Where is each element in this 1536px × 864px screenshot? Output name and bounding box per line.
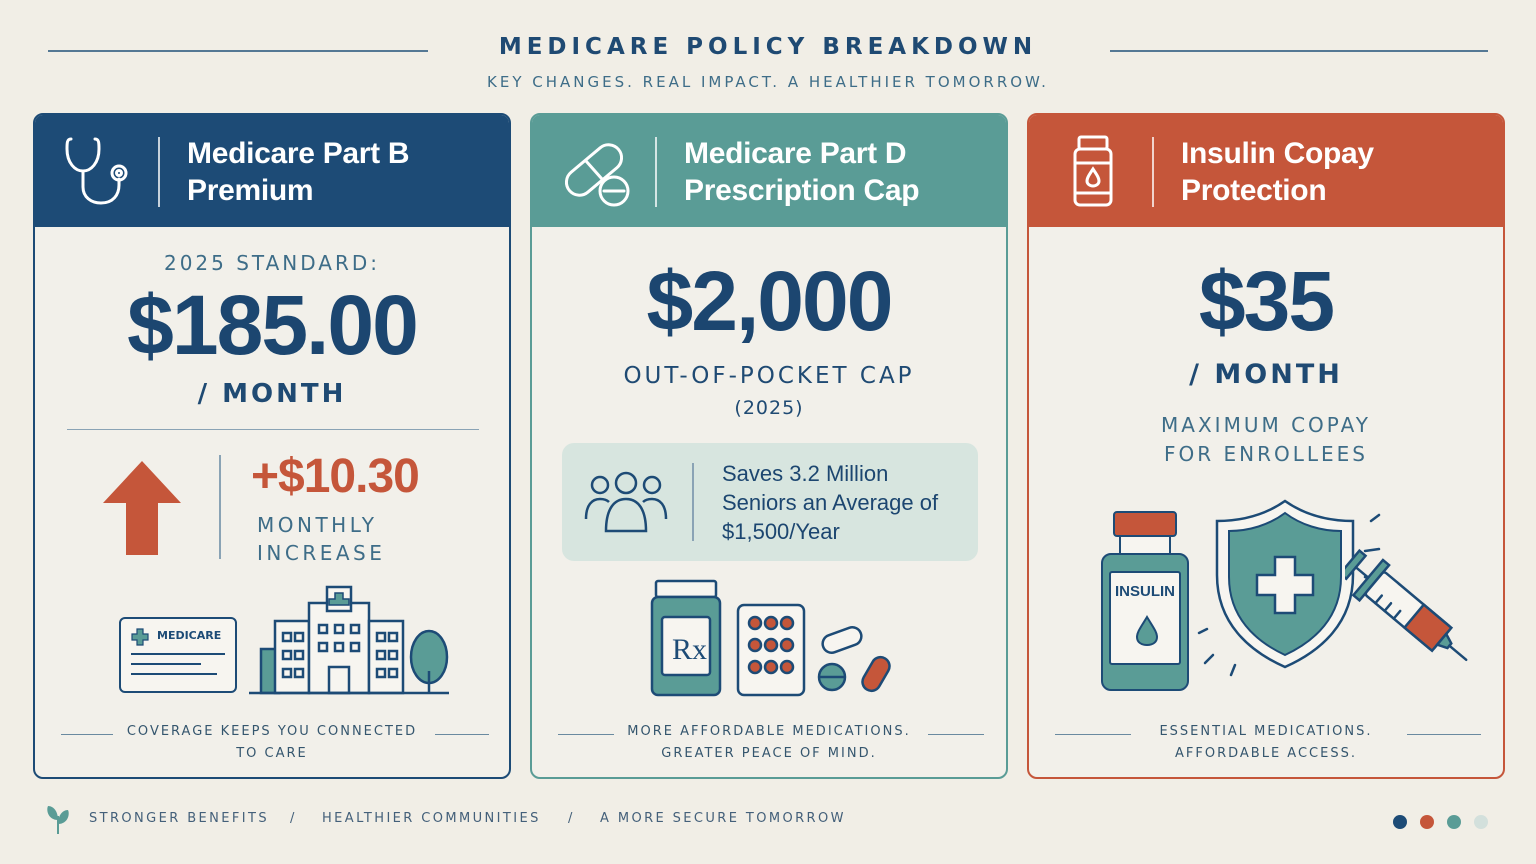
change-divider: [219, 455, 221, 559]
part-d-cap-value: $2,000: [646, 254, 894, 348]
card-insulin-title: Insulin Copay Protection: [1181, 135, 1374, 209]
part-d-unit: OUT-OF-POCKET CAP: [623, 363, 915, 389]
section-divider: [67, 429, 479, 430]
card-title-line: Prescription Cap: [684, 174, 920, 207]
part-b-change-value: +$10.30: [251, 450, 420, 503]
part-b-change-label: MONTHLY INCREASE: [257, 511, 385, 567]
footer-item-communities: HEALTHIER COMMUNITIES: [322, 811, 541, 826]
card-title-line: Premium: [187, 174, 314, 207]
savings-text: Saves 3.2 Million Seniors an Average of …: [722, 459, 938, 546]
pagination-dot-teal: [1447, 815, 1461, 829]
stethoscope-icon: [65, 137, 128, 205]
footer-note-line: AFFORDABLE ACCESS.: [1175, 746, 1357, 761]
card-part-b: Medicare Part B Premium 2025 STANDARD: $…: [33, 113, 511, 779]
plus-icon: [131, 628, 149, 646]
card-line: [131, 673, 217, 675]
card-part-b-header: Medicare Part B Premium: [35, 115, 509, 227]
card-insulin-header: Insulin Copay Protection: [1029, 115, 1503, 227]
footer-rule-right: [928, 734, 984, 735]
shield-icon: [1215, 499, 1355, 669]
footer-separator: /: [568, 811, 575, 826]
insulin-bottle-illustration: INSULIN: [1099, 511, 1191, 693]
footer-rule-left: [1055, 734, 1131, 735]
card-line: [131, 653, 225, 655]
pagination-dot-navy: [1393, 815, 1407, 829]
hospital-icon: [249, 585, 449, 695]
part-d-footer-note: MORE AFFORDABLE MEDICATIONS. GREATER PEA…: [532, 721, 1006, 765]
medications-illustration: Rx: [650, 579, 891, 697]
card-part-b-title: Medicare Part B Premium: [187, 135, 410, 209]
droplet-icon: [1135, 615, 1159, 647]
header-rule-left: [48, 50, 428, 52]
people-group-icon: [584, 471, 668, 533]
description-line: FOR ENROLLEES: [1164, 442, 1368, 466]
header-divider: [655, 137, 657, 207]
medicine-bottle-icon: [1073, 135, 1113, 207]
pagination-dot-light: [1474, 815, 1488, 829]
card-title-line: Protection: [1181, 174, 1327, 207]
bottle-label: INSULIN: [1109, 571, 1181, 665]
syringe-icon: [1345, 548, 1468, 662]
callout-divider: [692, 463, 694, 541]
footer-note-line: GREATER PEACE OF MIND.: [661, 746, 877, 761]
savings-text-line: Seniors an Average of: [722, 490, 939, 515]
pagination-dot-orange: [1420, 815, 1434, 829]
footer-rule-right: [435, 734, 489, 735]
footer-rule-left: [61, 734, 113, 735]
page-subtitle: KEY CHANGES. REAL IMPACT. A HEALTHIER TO…: [487, 73, 1049, 91]
card-part-d-header: Medicare Part D Prescription Cap: [532, 115, 1006, 227]
header-divider: [1152, 137, 1154, 207]
footer-note-line: ESSENTIAL MEDICATIONS.: [1159, 724, 1373, 739]
card-line: [131, 663, 201, 665]
card-title-line: Medicare Part B: [187, 137, 410, 170]
card-insulin: Insulin Copay Protection $35 / MONTH MAX…: [1027, 113, 1505, 779]
footer-rule-left: [558, 734, 614, 735]
bottle-label-text: INSULIN: [1115, 583, 1175, 600]
footer-separator: /: [290, 811, 297, 826]
bottom-bar: STRONGER BENEFITS / HEALTHIER COMMUNITIE…: [0, 806, 1536, 834]
sparkle-lines-icon: [1197, 513, 1381, 677]
insulin-unit: / MONTH: [1189, 359, 1343, 390]
leaf-icon: [47, 806, 69, 834]
change-label-line: MONTHLY: [257, 513, 378, 537]
card-part-d: Medicare Part D Prescription Cap $2,000 …: [530, 113, 1008, 779]
card-title-line: Insulin Copay: [1181, 137, 1374, 170]
header-divider: [158, 137, 160, 207]
part-b-unit: / MONTH: [197, 379, 347, 409]
footer-note-line: TO CARE: [236, 746, 308, 761]
savings-text-line: Saves 3.2 Million: [722, 461, 889, 486]
footer-item-benefits: STRONGER BENEFITS: [89, 811, 270, 826]
insulin-footer-note: ESSENTIAL MEDICATIONS. AFFORDABLE ACCESS…: [1029, 721, 1503, 765]
header-rule-right: [1110, 50, 1488, 52]
footer-rule-right: [1407, 734, 1481, 735]
pill-icon: [564, 143, 630, 207]
bottle-body: INSULIN: [1101, 553, 1189, 691]
footer-item-tomorrow: A MORE SECURE TOMORROW: [600, 811, 846, 826]
insulin-copay-value: $35: [1198, 254, 1335, 348]
part-b-footer-note: COVERAGE KEEPS YOU CONNECTED TO CARE: [35, 721, 509, 765]
arrow-up-icon: [103, 461, 181, 555]
part-b-year-label: 2025 STANDARD:: [163, 251, 381, 275]
rx-symbol: Rx: [672, 633, 707, 666]
part-d-year: (2025): [734, 397, 804, 419]
part-b-premium-value: $185.00: [127, 278, 419, 372]
savings-callout: Saves 3.2 Million Seniors an Average of …: [562, 443, 978, 561]
description-line: MAXIMUM COPAY: [1161, 413, 1371, 437]
savings-text-line: $1,500/Year: [722, 519, 840, 544]
insulin-description: MAXIMUM COPAY FOR ENROLLEES: [1029, 411, 1503, 469]
card-title-line: Medicare Part D: [684, 137, 907, 170]
medicare-card-text: MEDICARE: [157, 629, 222, 642]
change-label-line: INCREASE: [257, 541, 386, 565]
footer-note-line: COVERAGE KEEPS YOU CONNECTED: [126, 724, 418, 739]
footer-note-line: MORE AFFORDABLE MEDICATIONS.: [627, 724, 911, 739]
card-part-d-title: Medicare Part D Prescription Cap: [684, 135, 920, 209]
page-title: MEDICARE POLICY BREAKDOWN: [498, 34, 1038, 60]
bottle-cap: [1113, 511, 1177, 537]
medicare-card-illustration: MEDICARE: [119, 617, 237, 693]
